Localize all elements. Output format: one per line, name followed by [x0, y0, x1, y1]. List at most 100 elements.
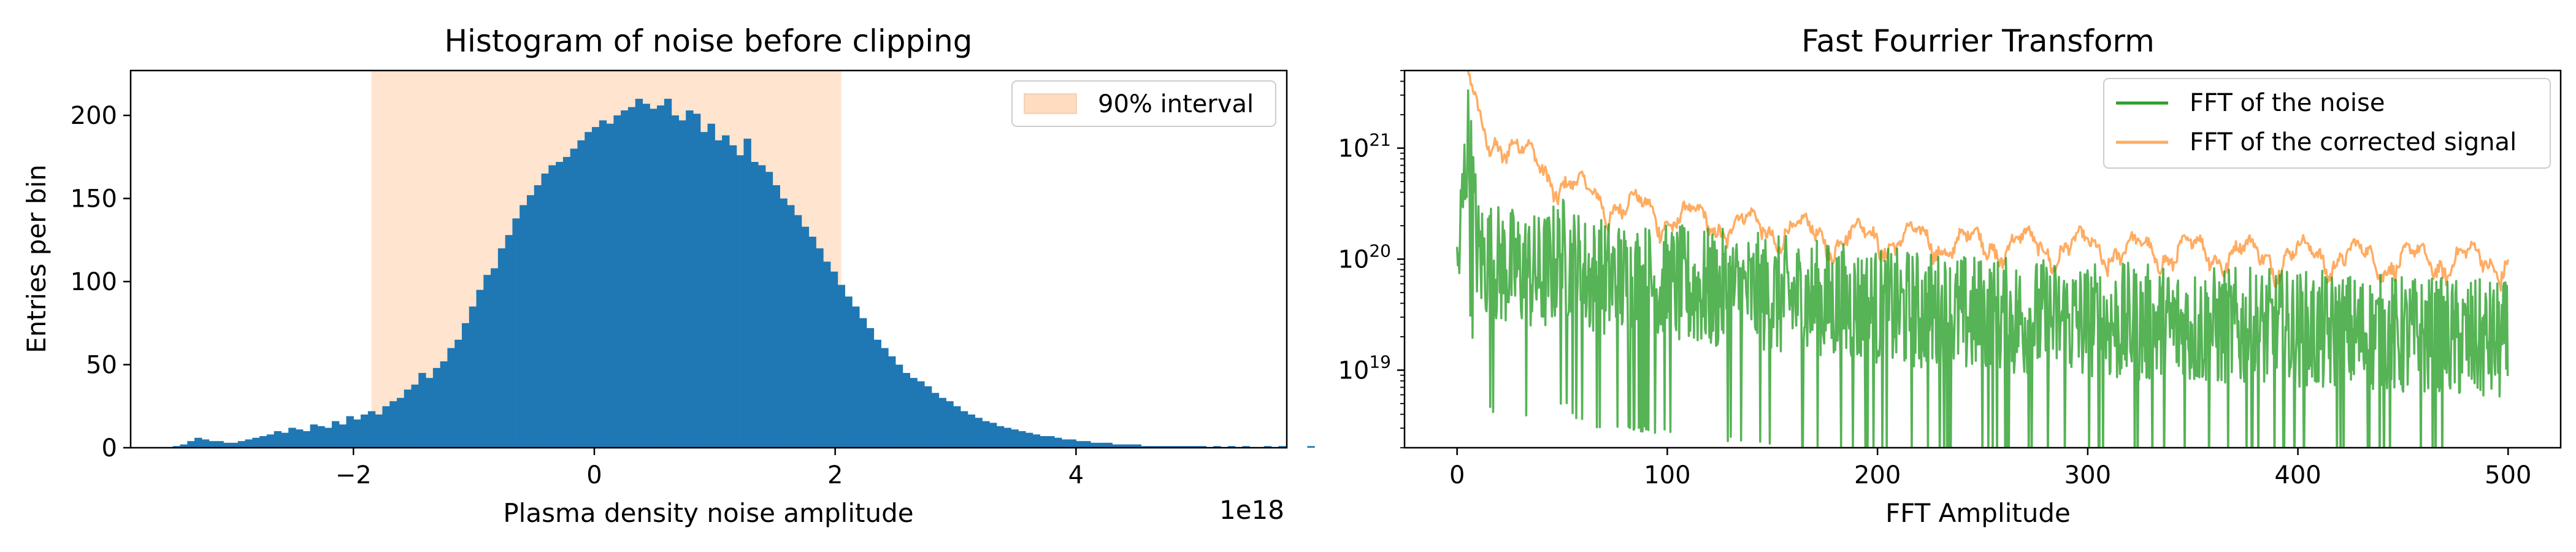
histogram-bar: [808, 236, 816, 448]
histogram-bar: [310, 424, 318, 448]
histogram-bar: [1191, 446, 1200, 448]
histogram-bar: [996, 426, 1005, 448]
histogram-x-axis-label: Plasma density noise amplitude: [503, 498, 913, 528]
histogram-bar: [1047, 436, 1055, 448]
histogram-bar: [1263, 446, 1272, 448]
histogram-plot-area: [172, 71, 1315, 448]
histogram-bar: [700, 132, 708, 448]
histogram-bar: [432, 367, 441, 448]
histogram-bar: [570, 148, 578, 448]
histogram-bar: [454, 339, 462, 448]
legend-label-noise: FFT of the noise: [2190, 89, 2385, 117]
histogram-bar: [252, 437, 260, 448]
histogram-bar: [548, 165, 556, 448]
histogram-bar: [556, 162, 564, 448]
histogram-bar: [837, 285, 845, 448]
histogram-bar: [830, 271, 838, 448]
histogram-bar: [512, 218, 520, 448]
histogram-bar: [938, 397, 946, 448]
histogram-bar: [1011, 429, 1019, 448]
histogram-bar: [953, 406, 961, 448]
histogram-bar: [881, 348, 889, 448]
histogram-bar: [1198, 446, 1207, 448]
histogram-bar: [1054, 437, 1062, 448]
histogram-bar: [1112, 444, 1120, 448]
histogram-bar: [758, 165, 766, 448]
histogram-bar: [296, 429, 304, 448]
histogram-bar: [967, 414, 976, 448]
histogram-bar: [1032, 434, 1041, 448]
x-tick-label: 100: [1644, 461, 1690, 489]
histogram-bar: [346, 416, 354, 448]
histogram-bar: [729, 145, 737, 448]
histogram-bar: [302, 431, 311, 448]
histogram-bar: [917, 381, 925, 448]
histogram-bar: [361, 414, 369, 448]
histogram-bar: [237, 441, 246, 448]
histogram-bar: [924, 386, 932, 448]
histogram-bar: [780, 198, 788, 448]
y-tick-label: 100: [71, 268, 117, 296]
histogram-bar: [1184, 446, 1192, 448]
histogram-bar: [816, 248, 824, 448]
histogram-bar: [324, 427, 332, 448]
histogram-bar: [259, 436, 267, 448]
histogram-bar: [678, 120, 686, 448]
legend-label-interval: 90% interval: [1098, 90, 1254, 118]
y-tick-label: 200: [71, 102, 117, 130]
y-tick-label: 1021: [1338, 130, 1391, 163]
fft-legend-box: [2103, 78, 2551, 169]
histogram-bar: [418, 373, 426, 448]
histogram-bar: [194, 437, 202, 448]
histogram-bar: [1170, 446, 1178, 448]
histogram-x-offset-text: 1e18: [1219, 495, 1284, 525]
histogram-bar: [1061, 439, 1070, 448]
histogram-bar: [426, 378, 434, 448]
histogram-bar: [266, 434, 275, 448]
histogram-y-axis-label: Entries per bin: [21, 164, 52, 353]
histogram-bar: [743, 139, 751, 448]
histogram-bar: [505, 235, 513, 448]
histogram-bar: [692, 113, 701, 448]
histogram-bar: [1307, 446, 1315, 448]
histogram-bar: [910, 378, 918, 448]
histogram-bar: [1003, 427, 1011, 448]
histogram-bar: [902, 373, 911, 448]
histogram-bar: [411, 385, 419, 448]
histogram-bar: [664, 99, 672, 448]
histogram-bar: [396, 397, 405, 448]
y-tick-label: 1019: [1338, 351, 1391, 385]
histogram-bar: [1068, 439, 1076, 448]
histogram-bar: [491, 268, 499, 448]
histogram-bar: [375, 414, 383, 448]
histogram-bar: [1242, 446, 1250, 448]
histogram-bar: [483, 275, 491, 448]
histogram-bar: [1155, 446, 1163, 448]
histogram-bar: [1090, 442, 1098, 448]
histogram-bar: [367, 411, 376, 448]
histogram-bar: [895, 364, 903, 448]
histogram-bar: [794, 215, 802, 448]
histogram-bar: [686, 110, 694, 448]
legend-swatch-interval: [1024, 93, 1077, 114]
x-tick-label: 300: [2064, 461, 2111, 489]
x-tick-label: 2: [827, 461, 843, 489]
fft-y-ticks: 1019 1020 1021: [1338, 70, 1405, 448]
histogram-bar: [476, 289, 484, 448]
histogram-bar: [440, 361, 448, 448]
histogram-bar: [180, 444, 188, 448]
histogram-y-ticks: 0 50 100 150 200: [71, 102, 131, 462]
histogram-bar: [497, 248, 506, 448]
histogram-bar: [671, 115, 680, 448]
histogram-bar: [657, 105, 665, 448]
histogram-bar: [613, 115, 621, 448]
histogram-bar: [353, 419, 361, 448]
histogram-bar: [989, 423, 997, 448]
histogram-bar: [274, 431, 282, 448]
histogram-bar: [1018, 431, 1026, 448]
histogram-bar: [331, 421, 340, 448]
series-line-noise: [1455, 89, 2509, 448]
histogram-bar: [722, 135, 730, 448]
histogram-bar: [772, 185, 780, 448]
